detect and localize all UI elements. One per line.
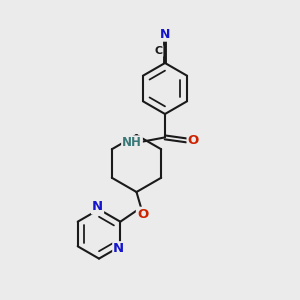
Text: N: N xyxy=(160,28,170,41)
Text: N: N xyxy=(92,200,103,214)
Text: N: N xyxy=(113,242,124,255)
Text: O: O xyxy=(188,134,199,148)
Text: NH: NH xyxy=(122,136,142,149)
Text: C: C xyxy=(154,46,163,56)
Text: O: O xyxy=(137,208,148,221)
